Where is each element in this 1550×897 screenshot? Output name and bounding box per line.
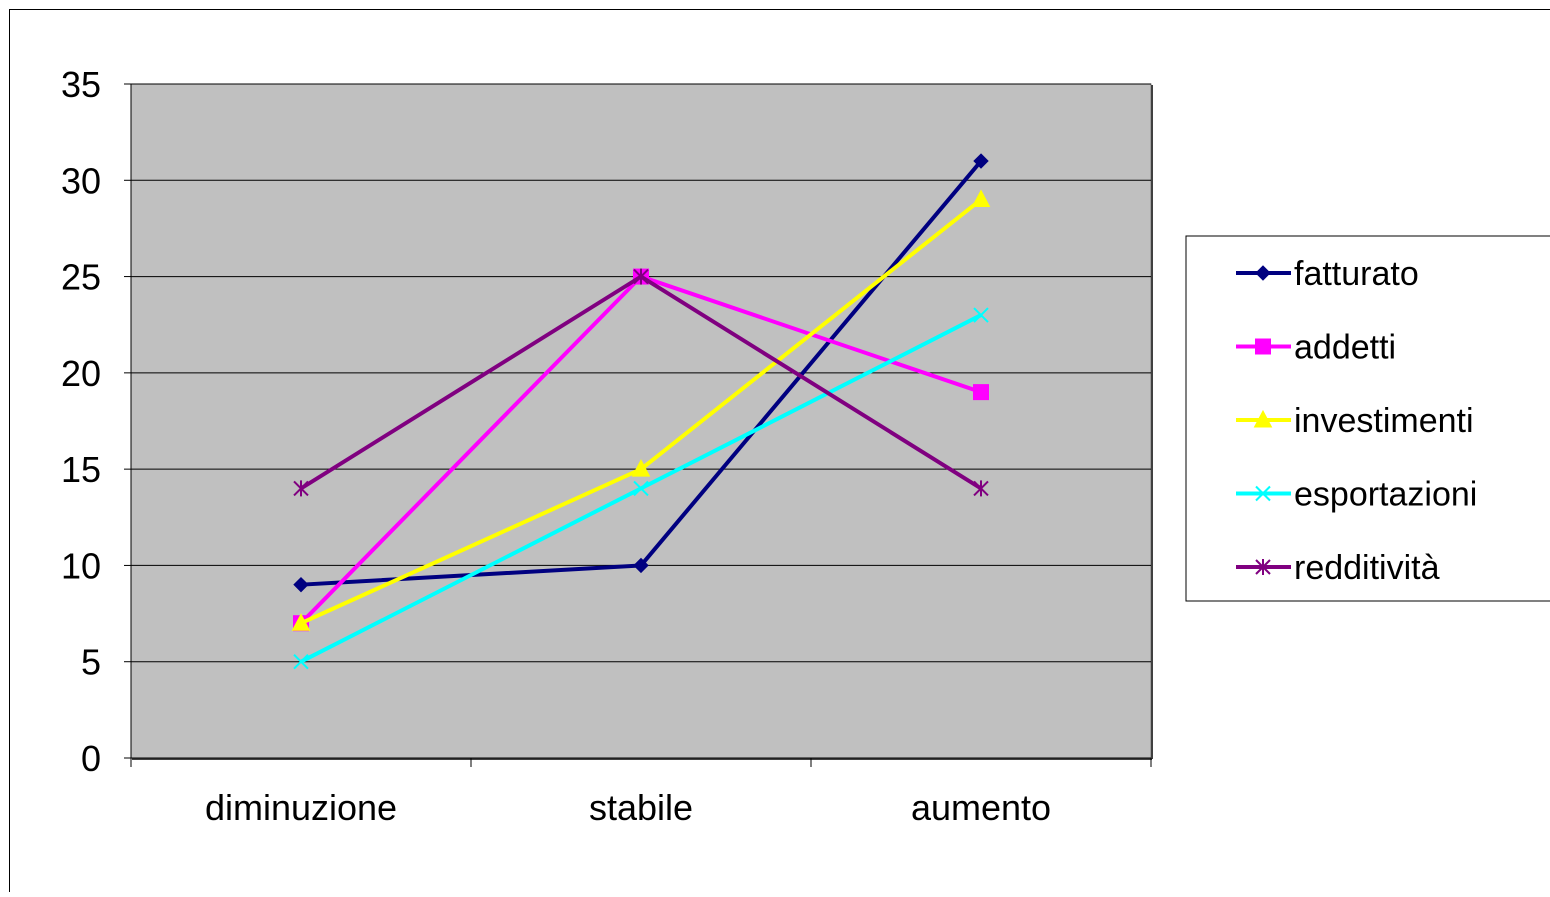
y-tick-label: 0 [81,738,101,779]
x-tick-label: aumento [911,787,1051,828]
x-tick-label: diminuzione [205,787,397,828]
y-tick-label: 15 [61,449,101,490]
x-tick-label: stabile [589,787,693,828]
legend-label: redditività [1294,549,1440,587]
y-tick-label: 10 [61,545,101,586]
y-tick-label: 5 [81,642,101,683]
y-tick-label: 35 [61,64,101,105]
y-tick-label: 20 [61,353,101,394]
plot-area [131,84,1151,758]
legend-label: esportazioni [1294,476,1477,514]
legend-label: fatturato [1294,255,1419,293]
legend-label: addetti [1294,329,1396,367]
legend-swatch-marker [1256,339,1271,354]
data-point [974,385,989,400]
y-tick-label: 25 [61,257,101,298]
y-tick-label: 30 [61,160,101,201]
legend-label: investimenti [1294,402,1474,440]
